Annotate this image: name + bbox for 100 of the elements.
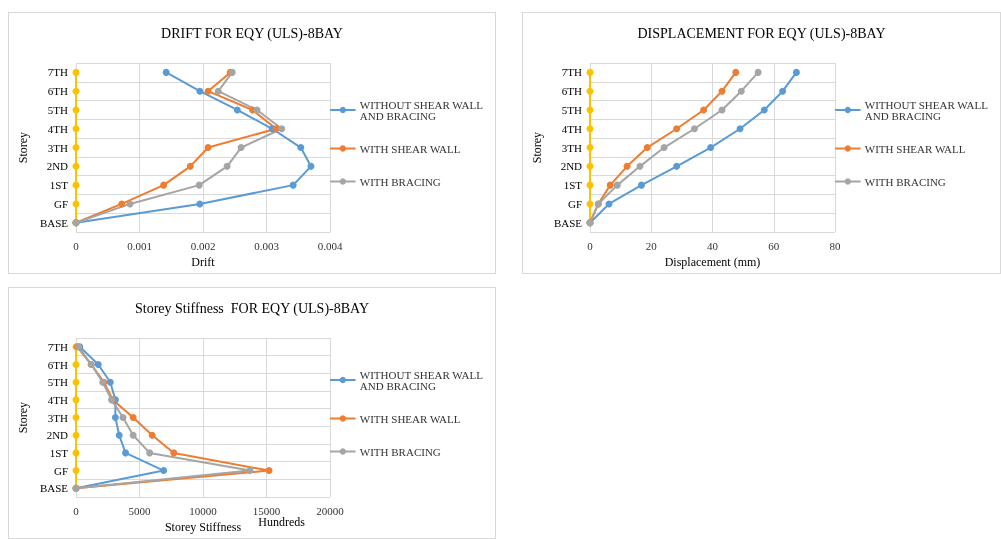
point — [690, 125, 698, 133]
point — [122, 449, 130, 457]
x-tick-label: 40 — [707, 239, 719, 252]
y-tick-label: BASE — [39, 216, 69, 229]
chart-title: DRIFT FOR EQY (ULS)-8BAY — [161, 25, 343, 42]
point — [118, 200, 126, 208]
point — [72, 68, 80, 76]
point — [160, 467, 168, 475]
point — [613, 181, 621, 189]
point — [237, 144, 245, 152]
x-axis-title: Drift — [191, 255, 216, 269]
point — [72, 361, 80, 369]
point — [586, 68, 594, 76]
legend-label: WITH SHEAR WALL — [864, 142, 966, 155]
point — [170, 449, 178, 457]
point — [160, 181, 168, 189]
point — [119, 414, 127, 422]
y-tick-label: 7TH — [47, 340, 69, 353]
point — [736, 125, 744, 133]
point — [196, 87, 204, 95]
point — [673, 125, 681, 133]
x-tick-label: 5000 — [128, 504, 152, 517]
point — [246, 467, 254, 475]
point — [204, 144, 212, 152]
x-tick-label: 10000 — [189, 504, 218, 517]
chart-title: DISPLACEMENT FOR EQY (ULS)-8BAY — [637, 25, 886, 42]
legend-label: WITH BRACING — [864, 175, 946, 188]
point — [754, 68, 762, 76]
y-axis-title: Storey — [16, 401, 30, 434]
point — [737, 87, 745, 95]
point — [94, 361, 102, 369]
point — [72, 162, 80, 170]
x-axis-title: Displacement (mm) — [664, 255, 761, 269]
chart-title: Storey Stiffness FOR EQY (ULS)-8BAY — [135, 300, 369, 317]
y-tick-label: 4TH — [47, 122, 69, 135]
point — [72, 125, 80, 133]
point — [586, 162, 594, 170]
x-tick-label: 20000 — [316, 504, 345, 517]
point — [223, 162, 231, 170]
y-tick-label: 7TH — [47, 66, 69, 79]
legend-label: WITH SHEAR WALL — [359, 412, 461, 425]
y-tick-label: 5TH — [47, 103, 69, 116]
y-tick-label: GF — [53, 197, 69, 210]
x-tick-label: 0 — [73, 239, 80, 252]
point — [307, 162, 315, 170]
point — [586, 125, 594, 133]
point — [214, 87, 222, 95]
point — [637, 181, 645, 189]
y-tick-label: 5TH — [47, 376, 69, 389]
y-tick-label: BASE — [553, 216, 583, 229]
legend-label: WITHOUT SHEAR WALL AND BRACING — [864, 98, 991, 122]
legend-label: WITHOUT SHEAR WALL AND BRACING — [359, 368, 486, 392]
legend-label: WITH BRACING — [359, 175, 441, 188]
y-tick-label: GF — [53, 464, 69, 477]
point — [111, 414, 119, 422]
point — [265, 467, 273, 475]
point — [760, 106, 768, 114]
point — [673, 162, 681, 170]
point — [129, 414, 137, 422]
y-axis-title: Storey — [16, 131, 30, 164]
point — [732, 68, 740, 76]
y-tick-label: 7TH — [561, 66, 583, 79]
x-axis-title: Storey Stiffness — [164, 520, 242, 534]
point — [146, 449, 154, 457]
y-tick-label: 2ND — [46, 429, 69, 442]
point — [72, 378, 80, 386]
point — [115, 431, 123, 439]
y-tick-label: 6TH — [561, 85, 583, 98]
x-tick-label: 20 — [645, 239, 658, 252]
y-tick-label: 3TH — [47, 411, 69, 424]
point — [72, 467, 80, 475]
point — [233, 106, 241, 114]
point — [106, 378, 114, 386]
point — [707, 144, 715, 152]
point — [623, 162, 631, 170]
y-tick-label: 1ST — [49, 179, 69, 192]
point — [186, 162, 194, 170]
y-tick-label: 6TH — [47, 85, 69, 98]
x-tick-label: 15000 — [252, 504, 281, 517]
point — [162, 68, 170, 76]
point — [606, 181, 614, 189]
point — [792, 68, 800, 76]
point — [660, 144, 668, 152]
x-tick-label: 80 — [829, 239, 841, 252]
y-tick-label: 2ND — [560, 160, 583, 173]
x-tick-label: 0.001 — [127, 239, 152, 252]
y-tick-label: 5TH — [561, 103, 583, 116]
point — [72, 144, 80, 152]
y-tick-label: 2ND — [46, 160, 69, 173]
y-tick-label: GF — [567, 197, 583, 210]
point — [289, 181, 297, 189]
x-tick-label: 0.002 — [190, 239, 216, 252]
point — [72, 414, 80, 422]
x-tick-label: 60 — [768, 239, 780, 252]
point — [204, 87, 212, 95]
y-tick-label: 4TH — [561, 122, 583, 135]
point — [297, 144, 305, 152]
point — [72, 431, 80, 439]
point — [643, 144, 651, 152]
y-tick-label: 4TH — [47, 393, 69, 406]
